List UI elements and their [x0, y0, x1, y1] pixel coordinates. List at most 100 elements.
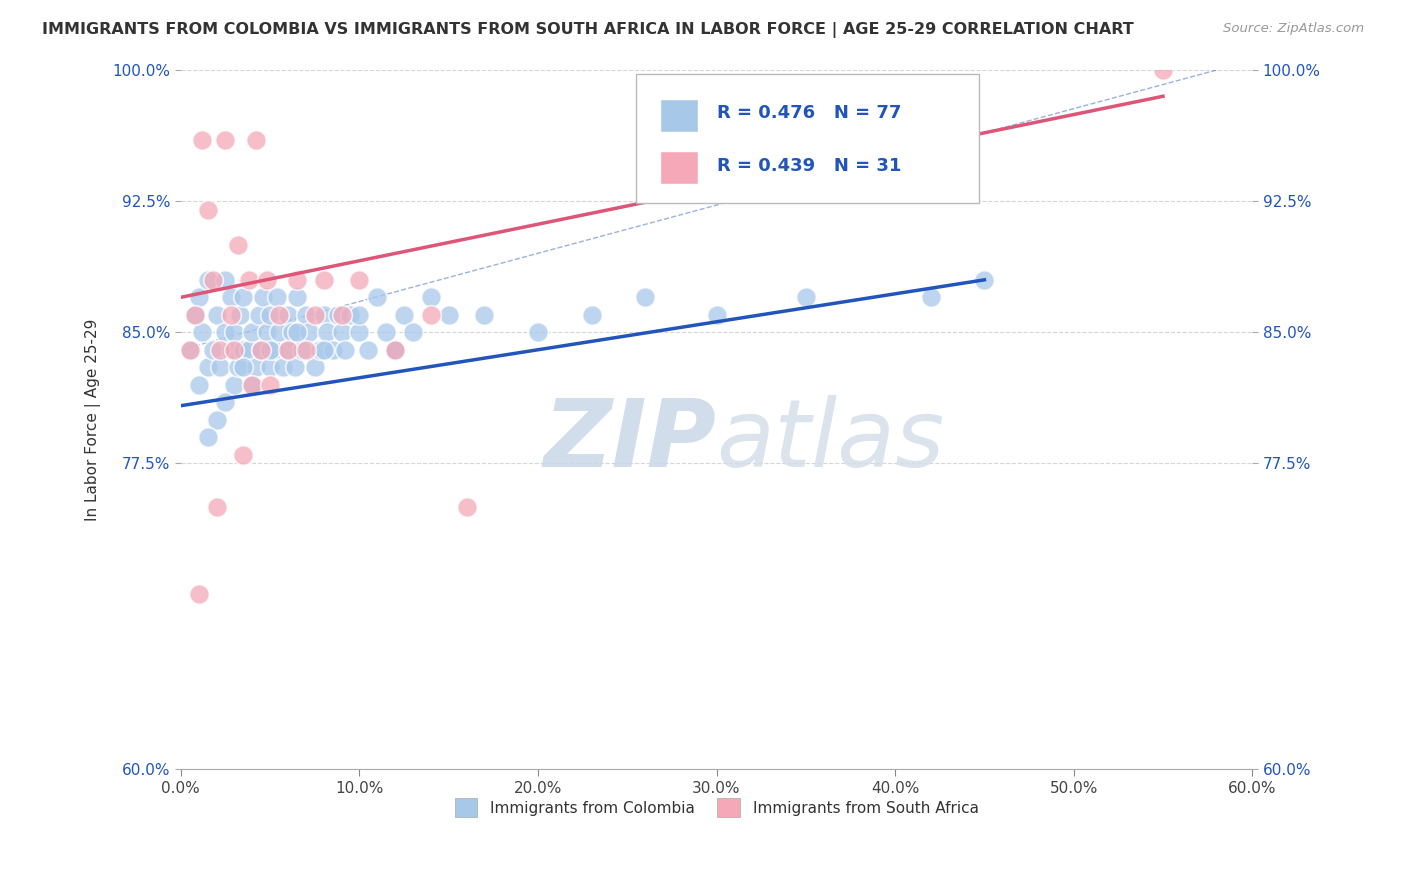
Point [187, 290, 209, 304]
Text: R = 0.476   N = 77: R = 0.476 N = 77 [717, 103, 901, 122]
Point [232, 448, 254, 462]
Point [366, 290, 388, 304]
Point [184, 308, 207, 322]
Point [384, 343, 406, 357]
Point [197, 360, 219, 375]
Point [349, 273, 371, 287]
Point [312, 273, 335, 287]
Point [419, 290, 441, 304]
Point [973, 273, 995, 287]
Point [224, 343, 246, 357]
Point [187, 587, 209, 601]
Point [326, 308, 349, 322]
Point [375, 326, 398, 340]
Point [232, 290, 254, 304]
Point [1152, 63, 1174, 78]
Point [634, 290, 657, 304]
Point [245, 360, 267, 375]
Point [259, 377, 281, 392]
Point [437, 308, 460, 322]
Point [309, 343, 332, 357]
Y-axis label: In Labor Force | Age 25-29: In Labor Force | Age 25-29 [86, 318, 101, 521]
Text: atlas: atlas [717, 395, 945, 486]
Point [219, 290, 242, 304]
Point [285, 290, 308, 304]
Point [304, 308, 326, 322]
Point [214, 395, 236, 409]
Point [263, 343, 285, 357]
Point [250, 343, 273, 357]
Point [219, 343, 242, 357]
Point [277, 343, 299, 357]
Point [322, 343, 344, 357]
Point [280, 326, 302, 340]
Point [291, 343, 314, 357]
Point [201, 273, 224, 287]
Point [419, 308, 441, 322]
Point [238, 273, 260, 287]
Point [706, 308, 728, 322]
Point [312, 308, 335, 322]
Point [209, 360, 232, 375]
Point [214, 326, 236, 340]
Point [330, 308, 353, 322]
Point [333, 343, 356, 357]
Point [232, 343, 254, 357]
Point [191, 326, 214, 340]
Point [349, 326, 371, 340]
Point [240, 377, 263, 392]
Point [384, 343, 406, 357]
Point [384, 343, 406, 357]
Point [197, 202, 219, 217]
Point [229, 308, 252, 322]
FancyBboxPatch shape [636, 73, 979, 202]
Point [224, 326, 246, 340]
Point [357, 343, 380, 357]
FancyBboxPatch shape [659, 151, 699, 185]
Point [271, 360, 294, 375]
Text: Source: ZipAtlas.com: Source: ZipAtlas.com [1223, 22, 1364, 36]
Point [266, 290, 288, 304]
Point [920, 290, 942, 304]
Point [205, 412, 228, 426]
Point [179, 343, 201, 357]
Point [232, 360, 254, 375]
Point [250, 343, 273, 357]
Point [285, 273, 308, 287]
Point [224, 377, 246, 392]
Point [240, 326, 263, 340]
Point [456, 500, 478, 514]
Point [295, 343, 318, 357]
Point [205, 308, 228, 322]
Point [197, 430, 219, 444]
Point [392, 308, 415, 322]
FancyBboxPatch shape [659, 99, 699, 133]
Point [330, 326, 353, 340]
Point [285, 326, 308, 340]
Point [402, 326, 425, 340]
Point [209, 343, 232, 357]
Point [259, 308, 281, 322]
Point [226, 360, 249, 375]
Point [267, 326, 290, 340]
Point [197, 273, 219, 287]
Point [298, 326, 321, 340]
Text: IMMIGRANTS FROM COLOMBIA VS IMMIGRANTS FROM SOUTH AFRICA IN LABOR FORCE | AGE 25: IMMIGRANTS FROM COLOMBIA VS IMMIGRANTS F… [42, 22, 1133, 38]
Point [312, 343, 335, 357]
Point [581, 308, 603, 322]
Point [187, 377, 209, 392]
Point [179, 343, 201, 357]
Point [316, 326, 339, 340]
Text: ZIP: ZIP [544, 394, 717, 487]
Point [219, 308, 242, 322]
Point [205, 500, 228, 514]
Text: R = 0.439   N = 31: R = 0.439 N = 31 [717, 157, 901, 175]
Point [277, 308, 299, 322]
Point [214, 273, 236, 287]
Point [184, 308, 207, 322]
Point [304, 360, 326, 375]
Point [527, 326, 550, 340]
Point [191, 133, 214, 147]
Point [238, 343, 260, 357]
Point [256, 326, 278, 340]
